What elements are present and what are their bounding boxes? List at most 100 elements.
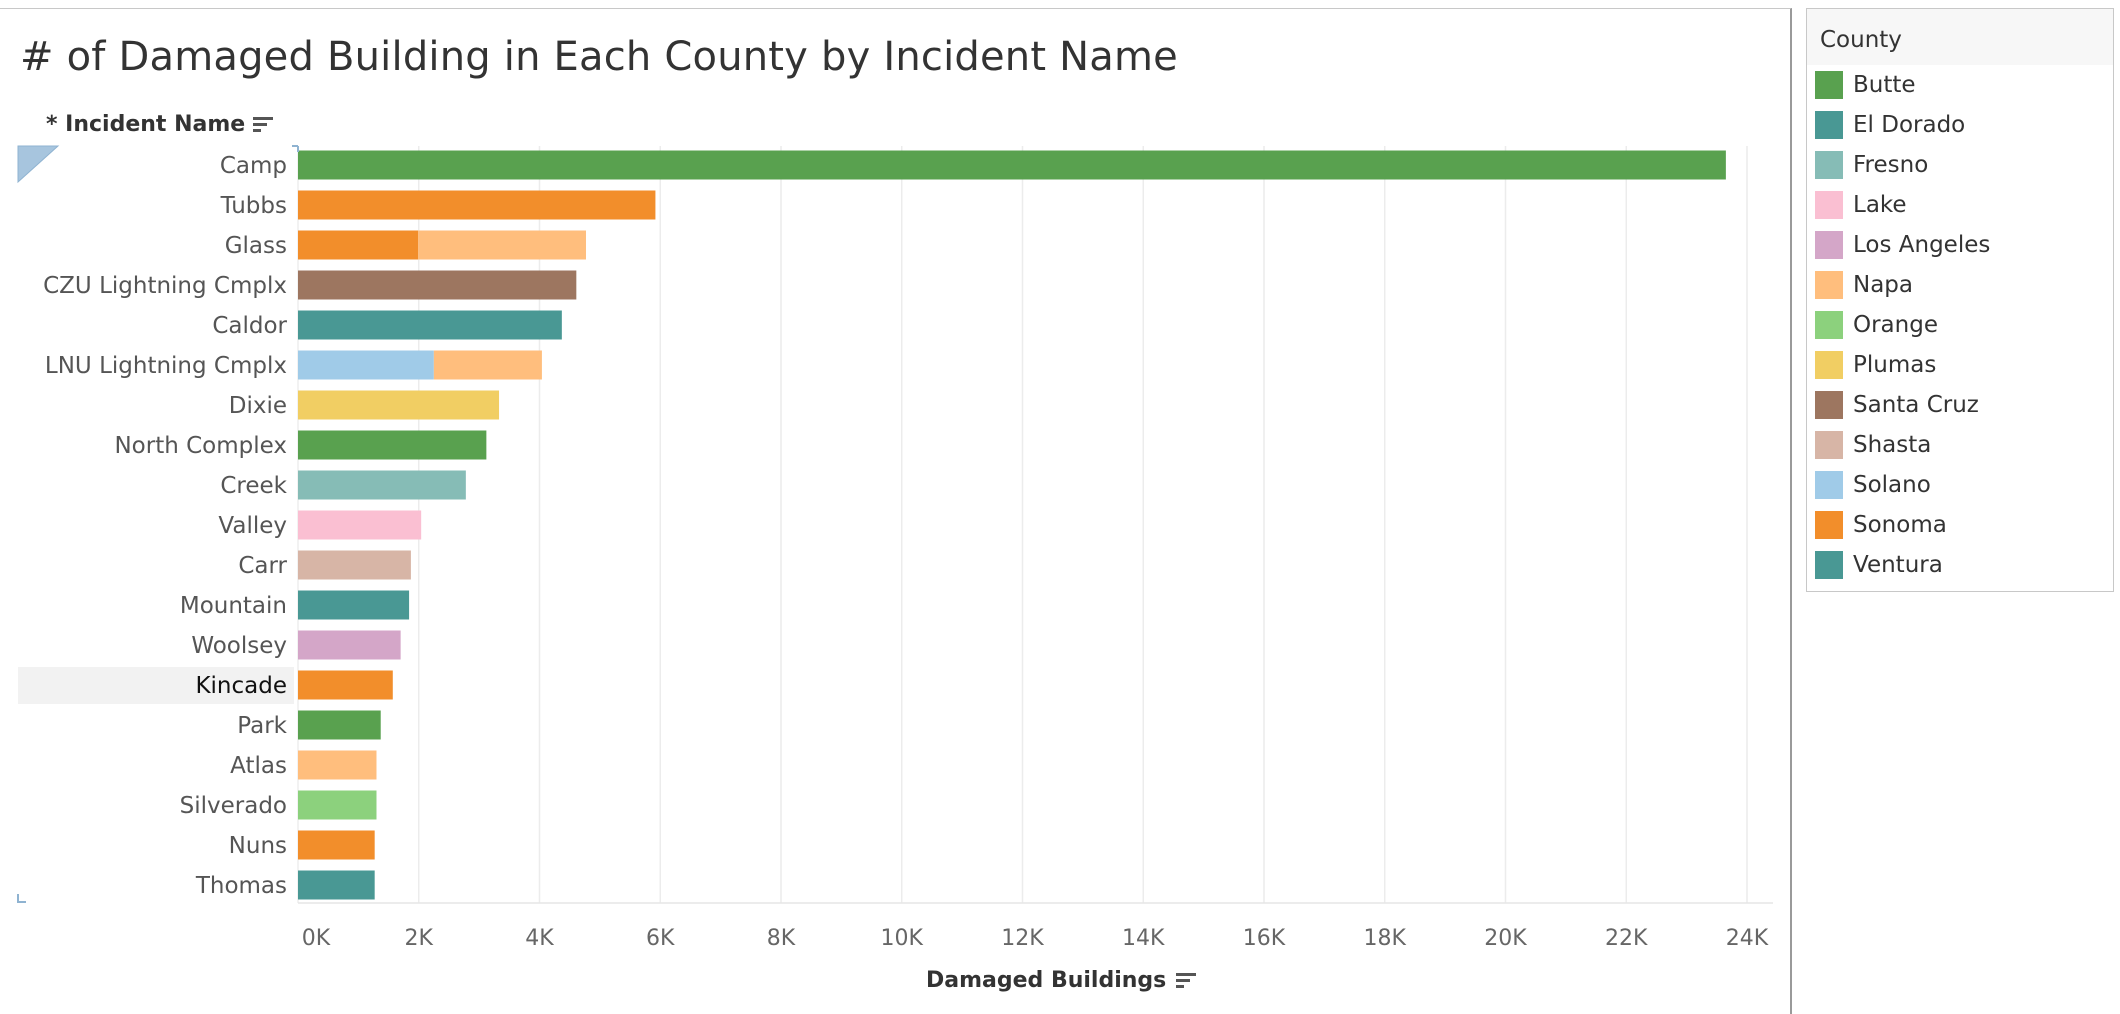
category-label[interactable]: Tubbs: [220, 193, 287, 219]
legend-list: Butte El Dorado Fresno Lake Los Angeles Napa O…: [1807, 65, 2113, 585]
category-label[interactable]: Mountain: [180, 593, 287, 619]
legend-item[interactable]: Los Angeles: [1807, 225, 2113, 265]
legend-title: County: [1807, 9, 2113, 65]
category-label[interactable]: Kincade: [195, 673, 287, 699]
x-tick-label: 12K: [1001, 926, 1044, 951]
legend-item[interactable]: Plumas: [1807, 345, 2113, 385]
x-tick-label: 0K: [302, 926, 331, 951]
legend-swatch: [1815, 311, 1843, 339]
category-label[interactable]: Carr: [238, 553, 287, 579]
legend-item[interactable]: Orange: [1807, 305, 2113, 345]
legend-swatch: [1815, 391, 1843, 419]
legend-swatch: [1815, 151, 1843, 179]
legend-swatch: [1815, 551, 1843, 579]
worksheet-frame: [0, 8, 1792, 1014]
legend-item[interactable]: Lake: [1807, 185, 2113, 225]
bar-segment[interactable]: [418, 230, 586, 260]
category-label[interactable]: Glass: [225, 233, 287, 259]
category-label[interactable]: Nuns: [229, 833, 287, 859]
bar-segment[interactable]: [298, 550, 411, 580]
bar-segment[interactable]: [298, 270, 577, 300]
bar-segment[interactable]: [298, 750, 377, 780]
category-label[interactable]: Camp: [220, 153, 287, 179]
legend-label: Santa Cruz: [1853, 392, 1979, 418]
bar-segment[interactable]: [298, 710, 381, 740]
row-field-header[interactable]: * Incident Name: [46, 112, 275, 137]
bar-segment[interactable]: [298, 190, 656, 220]
x-tick-label: 22K: [1605, 926, 1648, 951]
bar-segment[interactable]: [298, 510, 422, 540]
legend-item[interactable]: Shasta: [1807, 425, 2113, 465]
category-label[interactable]: Park: [237, 713, 287, 739]
selection-corner-marker: [17, 894, 26, 903]
legend-swatch: [1815, 431, 1843, 459]
legend-label: Butte: [1853, 72, 1916, 98]
bar-chart: 0K 2K 4K 6K 8K 10K 12K 14K 16K 18K 20K 22K 24K Camp Tu…: [17, 145, 1773, 951]
category-label[interactable]: CZU Lightning Cmplx: [43, 273, 287, 299]
x-axis-title: Damaged Buildings: [926, 968, 1167, 993]
legend-swatch: [1815, 191, 1843, 219]
legend-item[interactable]: Ventura: [1807, 545, 2113, 585]
category-label[interactable]: Creek: [220, 473, 287, 499]
x-tick-label: 24K: [1726, 926, 1769, 951]
legend-label: Solano: [1853, 472, 1931, 498]
legend-item[interactable]: Santa Cruz: [1807, 385, 2113, 425]
legend-label: Napa: [1853, 272, 1913, 298]
legend-item[interactable]: Sonoma: [1807, 505, 2113, 545]
legend-swatch: [1815, 471, 1843, 499]
x-tick-label: 6K: [646, 926, 675, 951]
legend-label: Plumas: [1853, 352, 1937, 378]
sort-descending-icon[interactable]: [253, 115, 275, 135]
category-label[interactable]: Caldor: [212, 313, 287, 339]
selection-corner-marker: [17, 145, 60, 184]
category-label[interactable]: North Complex: [114, 433, 287, 459]
legend-label: El Dorado: [1853, 112, 1966, 138]
bar-segment[interactable]: [298, 870, 375, 900]
bar-segment[interactable]: [298, 230, 419, 260]
bar-segment[interactable]: [298, 150, 1726, 180]
legend-item[interactable]: Butte: [1807, 65, 2113, 105]
category-label[interactable]: Silverado: [180, 793, 287, 819]
x-axis-title-container[interactable]: Damaged Buildings: [926, 968, 1198, 993]
category-label[interactable]: Valley: [218, 513, 287, 539]
legend-label: Orange: [1853, 312, 1938, 338]
legend-label: Sonoma: [1853, 512, 1947, 538]
legend-label: Fresno: [1853, 152, 1929, 178]
x-tick-label: 8K: [767, 926, 796, 951]
bar-segment[interactable]: [298, 470, 466, 500]
bar-segment[interactable]: [298, 390, 500, 420]
x-tick-label: 14K: [1122, 926, 1165, 951]
selection-corner-marker: [292, 145, 299, 152]
x-tick-label: 4K: [525, 926, 554, 951]
category-label[interactable]: Atlas: [230, 753, 287, 779]
bar-segment[interactable]: [298, 630, 401, 660]
legend-item[interactable]: Solano: [1807, 465, 2113, 505]
legend-item[interactable]: Napa: [1807, 265, 2113, 305]
legend-swatch: [1815, 111, 1843, 139]
bar-segment[interactable]: [298, 310, 562, 340]
bar-segment[interactable]: [298, 430, 487, 460]
bar-segment[interactable]: [433, 350, 542, 380]
legend-item[interactable]: Fresno: [1807, 145, 2113, 185]
bar-segment[interactable]: [298, 790, 377, 820]
legend-label: Lake: [1853, 192, 1907, 218]
sort-descending-icon[interactable]: [1176, 971, 1198, 991]
chart-title: # of Damaged Building in Each County by …: [20, 34, 1178, 80]
category-label[interactable]: LNU Lightning Cmplx: [45, 353, 287, 379]
bar-segment[interactable]: [298, 590, 410, 620]
bar-segment[interactable]: [298, 670, 393, 700]
color-legend: County Butte El Dorado Fresno Lake Los Angel…: [1806, 8, 2114, 592]
category-label[interactable]: Woolsey: [191, 633, 287, 659]
legend-label: Los Angeles: [1853, 232, 1991, 258]
x-tick-label: 10K: [881, 926, 924, 951]
bar-segment[interactable]: [298, 350, 434, 380]
legend-swatch: [1815, 351, 1843, 379]
legend-item[interactable]: El Dorado: [1807, 105, 2113, 145]
legend-label: Shasta: [1853, 432, 1932, 458]
legend-swatch: [1815, 231, 1843, 259]
x-tick-label: 20K: [1484, 926, 1527, 951]
legend-swatch: [1815, 71, 1843, 99]
category-label[interactable]: Thomas: [195, 873, 287, 899]
category-label[interactable]: Dixie: [229, 393, 287, 419]
bar-segment[interactable]: [298, 830, 375, 860]
